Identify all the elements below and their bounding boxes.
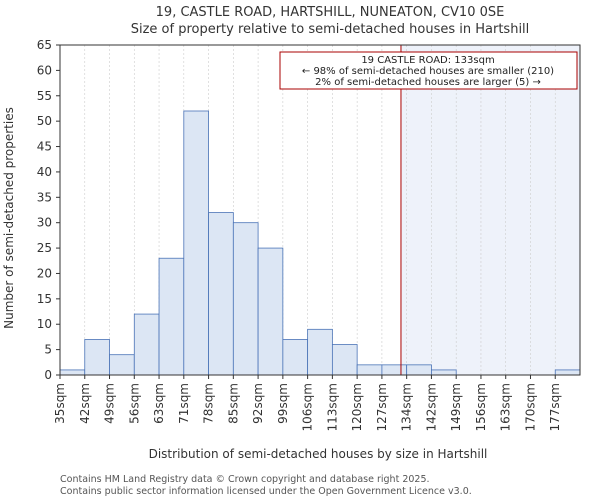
y-tick-label: 35 [37, 190, 52, 204]
y-axis-label: Number of semi-detached properties [2, 107, 16, 329]
annotation-line2: ← 98% of semi-detached houses are smalle… [302, 66, 554, 77]
bar-177sqm [554, 369, 581, 376]
bar-71sqm [183, 110, 209, 376]
y-tick-label: 55 [37, 89, 52, 103]
y-tick-label: 60 [37, 63, 52, 77]
footer-line1: Contains HM Land Registry data © Crown c… [60, 474, 430, 485]
bar-78sqm [208, 212, 234, 376]
x-tick-label: 142sqm [424, 383, 438, 431]
bar-92sqm [257, 247, 284, 376]
plot-frame [59, 44, 581, 376]
bar-49sqm [109, 354, 135, 376]
y-tick-label: 20 [37, 266, 52, 280]
x-tick-label: 78sqm [202, 383, 216, 424]
highlight-region [400, 45, 580, 375]
bar-106sqm [307, 328, 333, 376]
y-tick-label: 15 [37, 292, 52, 306]
bar-85sqm [232, 222, 259, 376]
x-tick-label: 127sqm [375, 383, 389, 431]
annotation-box: 19 CASTLE ROAD: 133sqm ← 98% of semi-det… [279, 51, 578, 90]
y-tick-label: 30 [37, 216, 52, 230]
annotation-line1: 19 CASTLE ROAD: 133sqm [361, 55, 494, 66]
bar-63sqm [158, 257, 185, 376]
bar-127sqm [381, 364, 408, 376]
x-tick-label: 56sqm [127, 383, 141, 424]
bar-142sqm [431, 369, 457, 376]
grid-lines [84, 45, 556, 375]
x-tick-label: 177sqm [548, 383, 562, 431]
y-tick-label: 5 [44, 343, 52, 357]
x-axis-label: Distribution of semi-detached houses by … [149, 447, 488, 461]
bar-120sqm [356, 364, 383, 376]
bar-42sqm [84, 339, 110, 376]
y-axis-ticks: 0 5 10 15 20 25 30 35 40 45 50 55 60 65 [37, 38, 60, 382]
footer-line2: Contains public sector information licen… [60, 486, 472, 497]
y-tick-label: 45 [37, 140, 52, 154]
x-tick-label: 42sqm [78, 383, 92, 424]
x-tick-label: 99sqm [276, 383, 290, 424]
bars-group [59, 110, 581, 376]
bar-113sqm [331, 344, 358, 376]
x-axis-ticks: 35sqm 42sqm 49sqm 56sqm 63sqm 71sqm 78sqm 85sqm… [53, 375, 562, 431]
y-tick-label: 25 [37, 241, 52, 255]
x-tick-label: 85sqm [226, 383, 240, 424]
chart-title-line1: 19, CASTLE ROAD, HARTSHILL, NUNEATON, CV… [156, 5, 505, 20]
bar-134sqm [406, 364, 432, 376]
y-tick-label: 0 [44, 368, 52, 382]
bar-99sqm [282, 339, 309, 376]
y-tick-label: 10 [37, 317, 52, 331]
x-tick-label: 149sqm [449, 383, 463, 431]
x-tick-label: 113sqm [325, 383, 339, 431]
x-tick-label: 106sqm [301, 383, 315, 431]
bar-56sqm [133, 313, 160, 376]
y-tick-label: 65 [37, 38, 52, 52]
bar-35sqm [59, 369, 86, 376]
x-tick-label: 63sqm [152, 383, 166, 424]
x-tick-label: 92sqm [251, 383, 265, 424]
annotation-line3: 2% of semi-detached houses are larger (5… [315, 77, 541, 88]
x-tick-label: 49sqm [103, 383, 117, 424]
x-tick-label: 71sqm [177, 383, 191, 424]
x-tick-label: 35sqm [53, 383, 67, 424]
x-tick-label: 163sqm [499, 383, 513, 431]
x-tick-label: 170sqm [523, 383, 537, 431]
x-tick-label: 120sqm [350, 383, 364, 431]
y-tick-label: 40 [37, 165, 52, 179]
chart-title-line2: Size of property relative to semi-detach… [131, 22, 530, 37]
y-tick-label: 50 [37, 114, 52, 128]
x-tick-label: 134sqm [400, 383, 414, 431]
x-tick-label: 156sqm [474, 383, 488, 431]
